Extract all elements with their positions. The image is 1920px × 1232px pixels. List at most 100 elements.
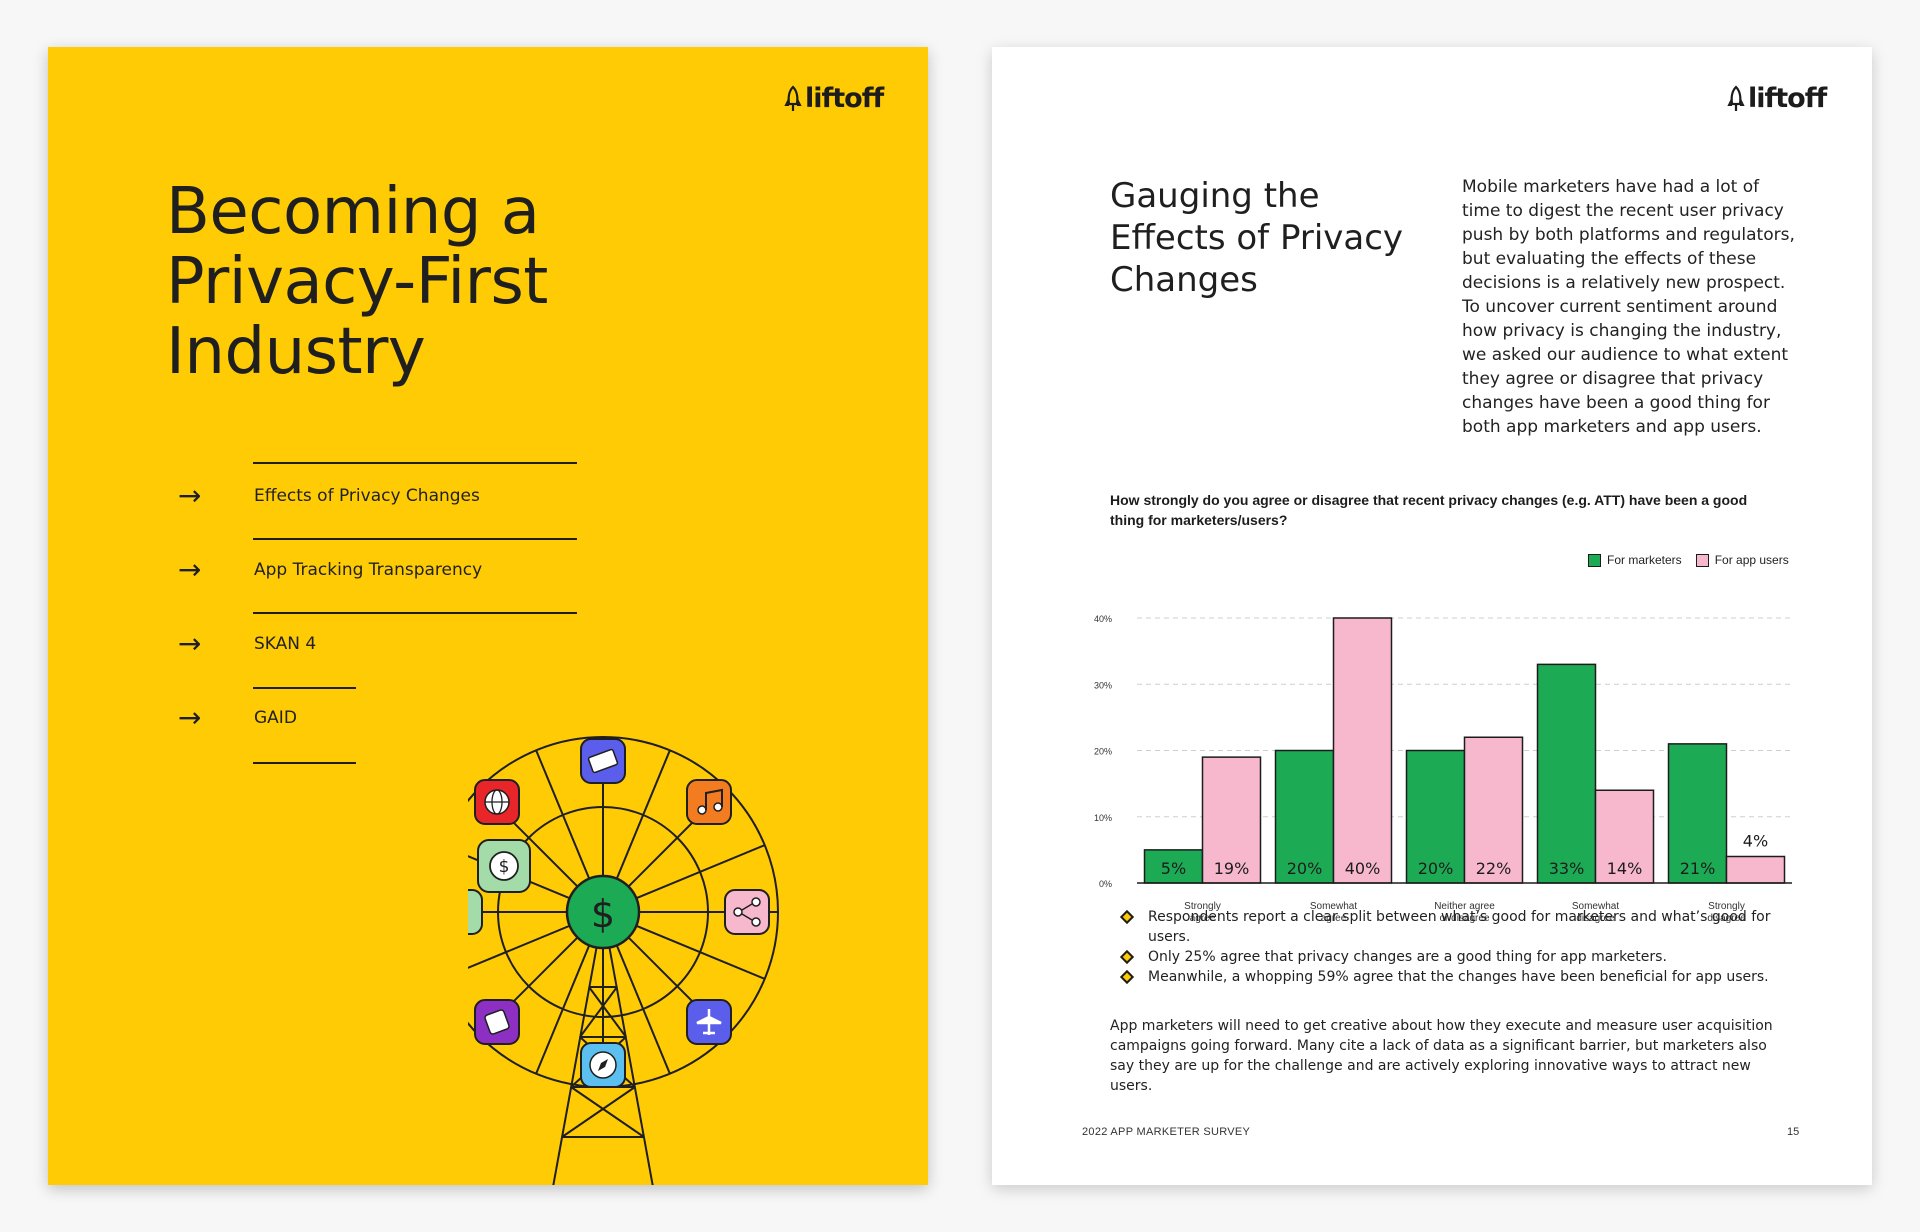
arrow-right-icon: → — [178, 553, 202, 586]
y-tick-label: 10% — [1094, 813, 1112, 823]
toc-divider — [253, 612, 577, 614]
toc-label: SKAN 4 — [254, 633, 317, 654]
dollar-hub — [565, 874, 641, 950]
closing-paragraph: App marketers will need to get creative … — [1110, 1018, 1773, 1094]
cover-title-line: Becoming a — [166, 175, 540, 249]
cover-title-line: Privacy-First — [166, 245, 548, 319]
cover-logo: liftoff — [784, 83, 884, 114]
data-label: 21% — [1680, 859, 1716, 878]
x-tick-label: or disagree — [1439, 913, 1489, 924]
list-item: Meanwhile, a whopping 59% agree that the… — [1119, 967, 1792, 987]
dice-icon — [474, 999, 520, 1045]
list-item: Only 25% agree that privacy changes are … — [1119, 947, 1792, 967]
x-tick-label: disagree — [1707, 913, 1746, 924]
legend-swatch — [1588, 553, 1601, 567]
dollar-icon — [468, 889, 483, 935]
rocket-icon — [784, 84, 802, 111]
legend-item-app-users: For app users — [1695, 553, 1789, 567]
cover-title: Becoming a Privacy-First Industry — [166, 177, 548, 387]
ticket-icon — [580, 738, 626, 784]
legend-label: For marketers — [1607, 553, 1682, 567]
bar — [1536, 663, 1597, 884]
toc-item-skan[interactable]: → SKAN 4 — [178, 627, 316, 660]
compass-icon — [580, 1042, 626, 1088]
bullet-text: Meanwhile, a whopping 59% agree that the… — [1148, 969, 1769, 985]
x-tick-label: agree — [1190, 913, 1216, 924]
x-tick-label: Neither agree — [1434, 901, 1495, 912]
diamond-bullet-icon — [1119, 969, 1135, 985]
chart-question: How strongly do you agree or disagree th… — [1110, 492, 1748, 528]
bullet-text: Respondents report a clear split between… — [1148, 909, 1771, 945]
page-title-line: Changes — [1110, 260, 1258, 300]
diamond-bullet-icon — [1119, 949, 1135, 965]
bar — [1332, 617, 1393, 884]
data-label: 14% — [1607, 859, 1643, 878]
airplane-icon — [686, 999, 732, 1045]
key-findings-list: Respondents report a clear split between… — [1119, 907, 1792, 987]
cover-logo-text: liftoff — [805, 83, 884, 114]
legend-item-marketers: For marketers — [1588, 553, 1682, 567]
x-tick-label: agree — [1321, 913, 1347, 924]
chart-legend: For marketers For app users — [1588, 553, 1803, 567]
data-label: 19% — [1214, 859, 1250, 878]
bar — [1463, 736, 1524, 884]
x-tick-label: Strongly — [1184, 901, 1221, 912]
arrow-right-icon: → — [178, 479, 202, 512]
toc-item-gaid[interactable]: → GAID — [178, 701, 297, 734]
toc-item-effects[interactable]: → Effects of Privacy Changes — [178, 479, 480, 512]
y-tick-label: 0% — [1099, 879, 1112, 889]
page-title-line: Effects of Privacy — [1110, 218, 1404, 258]
bar — [1405, 749, 1466, 884]
bar — [1143, 849, 1204, 884]
toc-label: GAID — [254, 707, 297, 728]
y-tick-label: 30% — [1094, 680, 1112, 690]
footer-survey-title: 2022 APP MARKETER SURVEY — [1082, 1126, 1251, 1138]
x-tick-label: Strongly — [1708, 901, 1745, 912]
page-title: Gauging the Effects of Privacy Changes — [1110, 175, 1403, 301]
rocket-icon — [1727, 84, 1745, 111]
legend-swatch — [1695, 553, 1709, 567]
bar — [1594, 789, 1655, 884]
x-tick-label: Somewhat — [1310, 901, 1357, 912]
dollar-icon: $ — [477, 839, 531, 893]
globe-icon — [474, 779, 520, 825]
list-item: Respondents report a clear split between… — [1119, 907, 1792, 947]
toc-divider — [253, 462, 577, 464]
toc-divider — [253, 538, 577, 540]
toc-divider — [253, 762, 356, 764]
page-number: 15 — [1787, 1126, 1800, 1138]
data-label: 22% — [1476, 859, 1512, 878]
cover-title-line: Industry — [166, 315, 426, 389]
arrow-right-icon: → — [178, 701, 202, 734]
bar — [1667, 743, 1728, 884]
y-tick-label: 20% — [1094, 747, 1112, 757]
legend-label: For app users — [1714, 553, 1789, 567]
data-label: 5% — [1161, 859, 1186, 878]
y-tick-label: 40% — [1094, 614, 1112, 624]
diamond-bullet-icon — [1119, 909, 1135, 925]
data-label: 20% — [1418, 859, 1454, 878]
arrow-right-icon: → — [178, 627, 202, 660]
bullet-text: Only 25% agree that privacy changes are … — [1148, 949, 1667, 965]
data-label: 33% — [1549, 859, 1585, 878]
cover-page: liftoff Becoming a Privacy-First Industr… — [48, 47, 928, 1185]
data-label: 40% — [1345, 859, 1381, 878]
music-icon — [686, 779, 732, 825]
share-icon — [724, 889, 770, 935]
svg-text:$: $ — [499, 857, 510, 877]
content-page: liftoff Gauging the Effects of Privacy C… — [992, 47, 1872, 1185]
ferris-wheel-illustration: $ — [468, 736, 779, 1185]
x-tick-label: Somewhat — [1572, 901, 1619, 912]
bar — [1725, 855, 1786, 884]
bar — [1201, 756, 1262, 884]
data-label: 4% — [1743, 832, 1768, 851]
page-logo: liftoff — [1727, 83, 1827, 114]
page-title-line: Gauging the — [1110, 176, 1320, 216]
data-label: 20% — [1287, 859, 1323, 878]
toc-label: Effects of Privacy Changes — [254, 485, 480, 506]
intro-paragraph: Mobile marketers have had a lot of time … — [1462, 177, 1795, 437]
toc-label: App Tracking Transparency — [254, 559, 483, 580]
toc-item-att[interactable]: → App Tracking Transparency — [178, 553, 482, 586]
toc-divider — [253, 687, 356, 689]
